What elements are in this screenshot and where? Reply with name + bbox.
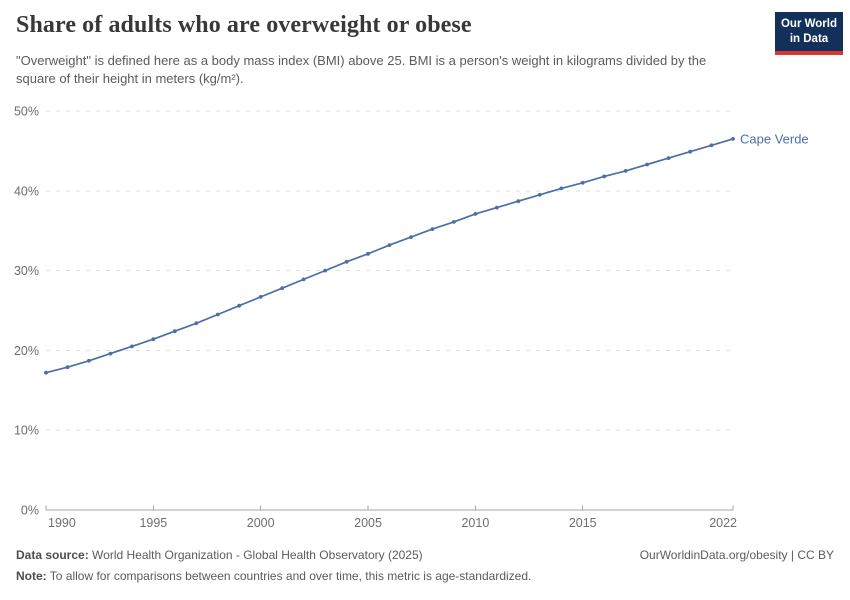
data-point	[258, 295, 263, 299]
owid-logo[interactable]: Our World in Data	[775, 12, 843, 55]
data-point	[452, 220, 456, 224]
data-source-text: World Health Organization - Global Healt…	[88, 548, 423, 562]
data-source: Data source: World Health Organization -…	[16, 548, 423, 562]
license-link[interactable]: OurWorldinData.org/obesity | CC BY	[639, 548, 834, 562]
y-tick-label: 20%	[14, 344, 39, 358]
owid-logo-line1: Our World	[780, 18, 837, 31]
data-point	[409, 235, 413, 240]
line-chart[interactable]: 0% 10% 20% 30% 40% 50% 1990 1995 2000 2005 2010 201…	[0, 0, 850, 545]
data-point	[494, 205, 499, 210]
y-tick-label: 50%	[14, 105, 39, 119]
data-point	[473, 212, 478, 216]
data-point	[709, 143, 714, 148]
x-tick-label: 2005	[354, 516, 382, 530]
data-point	[387, 243, 392, 248]
data-point	[688, 149, 692, 154]
data-point	[301, 277, 306, 282]
data-point	[731, 137, 735, 141]
data-point	[151, 337, 156, 342]
data-point	[516, 199, 521, 204]
data-point	[215, 312, 220, 317]
data-point	[323, 268, 327, 273]
footer-note-text: To allow for comparisons between countri…	[46, 569, 532, 583]
x-tick-label: 1990	[48, 516, 76, 530]
page-title: Share of adults who are overweight or ob…	[16, 12, 472, 38]
data-point	[666, 156, 671, 161]
data-point	[172, 329, 177, 334]
data-point	[537, 192, 542, 197]
y-tick-label: 30%	[14, 264, 39, 278]
y-tick-label: 0%	[21, 504, 39, 518]
data-point	[65, 365, 70, 370]
chart-subtitle: "Overweight" is defined here as a body m…	[16, 53, 707, 87]
data-point	[130, 344, 134, 349]
owid-logo-line2: in Data	[789, 32, 829, 45]
data-line[interactable]	[45, 138, 734, 374]
y-tick-label: 10%	[14, 424, 39, 438]
entity-label[interactable]: Cape Verde	[740, 131, 809, 146]
x-tick-label: 2022	[709, 516, 737, 530]
data-point	[237, 303, 242, 308]
footer-note: Note: To allow for comparisons between c…	[16, 569, 531, 583]
x-tick-label: 2015	[569, 516, 597, 530]
data-point	[602, 174, 607, 179]
x-tick-label: 1995	[139, 516, 167, 530]
data-point	[87, 358, 91, 363]
x-tick-label: 2000	[247, 516, 275, 530]
data-point	[44, 370, 48, 375]
data-point	[559, 186, 564, 191]
data-point	[580, 180, 585, 185]
chart-area: 0% 10% 20% 30% 40% 50% 1990 1995 2000 2005 2010 201…	[0, 0, 850, 545]
data-point	[645, 162, 649, 167]
data-point	[366, 251, 370, 256]
footer-note-label: Note:	[16, 569, 47, 583]
data-source-label: Data source:	[16, 548, 89, 562]
data-point	[194, 321, 199, 326]
data-point	[108, 351, 113, 356]
data-point	[623, 169, 628, 173]
data-point	[280, 286, 285, 291]
data-point	[430, 227, 435, 232]
data-point	[344, 259, 349, 264]
y-tick-label: 40%	[14, 184, 39, 198]
x-tick-label: 2010	[461, 516, 489, 530]
